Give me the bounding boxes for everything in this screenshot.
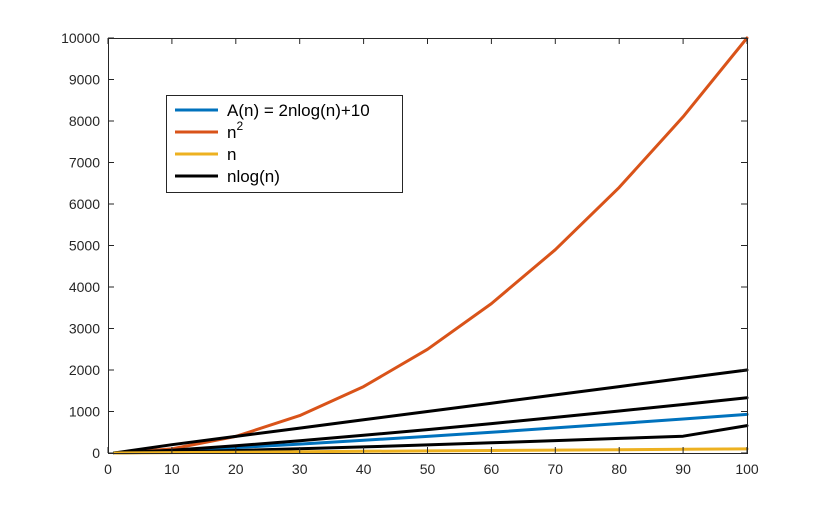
x-tick-label: 60 — [484, 461, 500, 477]
y-tick-label: 4000 — [69, 279, 100, 295]
axes-layer: 0 10 20 30 40 50 60 70 80 90 100010002000300040005… — [61, 30, 759, 477]
y-tick-label: 8000 — [69, 113, 100, 129]
x-tick-label: 100 — [735, 461, 759, 477]
legend-label: n2 — [227, 119, 243, 142]
legend-label: n — [227, 145, 236, 164]
series-line-5 — [112, 368, 749, 455]
y-tick-label: 9000 — [69, 72, 100, 88]
x-tick-label: 90 — [675, 461, 691, 477]
y-tick-label: 0 — [92, 445, 100, 461]
x-tick-label: 40 — [356, 461, 372, 477]
x-tick-label: 80 — [611, 461, 627, 477]
series-line-3 — [112, 396, 749, 455]
y-tick-label: 5000 — [69, 238, 100, 254]
y-tick-label: 3000 — [69, 321, 100, 337]
x-tick-label: 10 — [164, 461, 180, 477]
legend-label: nlog(n) — [227, 167, 280, 186]
x-tick-label: 50 — [420, 461, 436, 477]
x-tick-label: 70 — [548, 461, 564, 477]
y-tick-label: 7000 — [69, 155, 100, 171]
y-tick-label: 2000 — [69, 362, 100, 378]
y-tick-label: 1000 — [69, 404, 100, 420]
x-tick-label: 30 — [292, 461, 308, 477]
y-tick-label: 10000 — [61, 30, 100, 46]
x-tick-label: 20 — [228, 461, 244, 477]
legend-label: A(n) = 2nlog(n)+10 — [227, 101, 370, 120]
x-tick-label: 0 — [104, 461, 112, 477]
y-tick-label: 6000 — [69, 196, 100, 212]
